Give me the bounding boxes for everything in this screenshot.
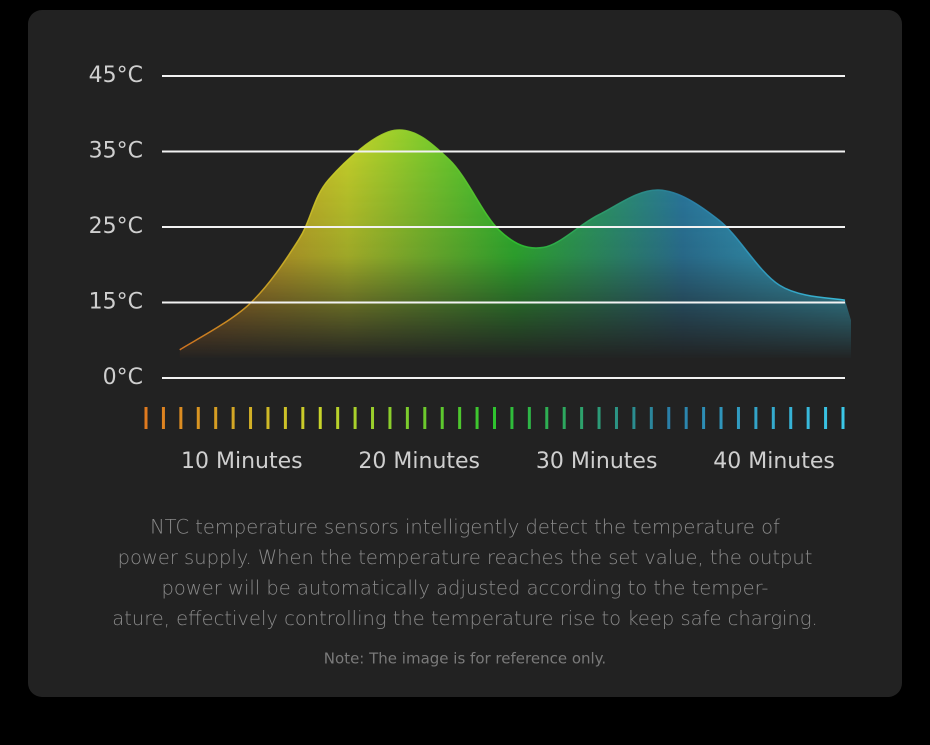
y-tick-label: 0°C xyxy=(103,365,143,390)
strip-tick xyxy=(371,407,375,429)
strip-tick xyxy=(632,407,636,429)
strip-tick xyxy=(527,407,531,429)
y-tick-label: 15°C xyxy=(89,290,143,315)
strip-tick xyxy=(405,407,409,429)
strip-tick xyxy=(580,407,584,429)
strip-tick xyxy=(771,407,775,429)
strip-tick xyxy=(597,407,601,429)
strip-tick xyxy=(144,407,148,429)
description-line: power will be automatically adjusted acc… xyxy=(162,577,769,600)
strip-tick xyxy=(161,407,165,429)
strip-tick xyxy=(440,407,444,429)
strip-tick xyxy=(214,407,218,429)
strip-tick xyxy=(423,407,427,429)
description-line: ature, effectively controlling the tempe… xyxy=(112,607,818,630)
strip-tick xyxy=(179,407,183,429)
strip-tick xyxy=(702,407,706,429)
strip-tick xyxy=(789,407,793,429)
strip-tick xyxy=(493,407,496,429)
strip-tick xyxy=(475,407,479,429)
strip-tick xyxy=(458,407,462,429)
strip-tick xyxy=(196,407,200,429)
x-tick-label: 10 Minutes xyxy=(181,449,303,474)
strip-tick xyxy=(249,407,253,429)
y-tick-label: 35°C xyxy=(89,139,143,164)
description-line: NTC temperature sensors intelligently de… xyxy=(150,516,780,539)
strip-tick xyxy=(353,407,357,429)
strip-tick xyxy=(754,407,758,429)
strip-tick xyxy=(231,407,235,429)
y-tick-label: 25°C xyxy=(89,214,143,239)
strip-tick xyxy=(841,407,845,429)
strip-tick xyxy=(318,407,322,429)
strip-tick xyxy=(649,407,653,429)
description-line: power supply. When the temperature reach… xyxy=(118,546,813,569)
x-tick-label: 20 Minutes xyxy=(358,449,480,474)
strip-tick xyxy=(301,407,305,429)
x-tick-label: 30 Minutes xyxy=(536,449,658,474)
strip-tick xyxy=(510,407,514,429)
strip-tick xyxy=(614,407,618,429)
strip-tick xyxy=(283,407,287,429)
strip-tick xyxy=(684,407,688,429)
strip-tick xyxy=(562,407,566,429)
strip-tick xyxy=(266,407,270,429)
strip-tick xyxy=(545,407,549,429)
x-tick-label: 40 Minutes xyxy=(713,449,835,474)
strip-tick xyxy=(388,407,392,429)
strip-tick xyxy=(667,407,671,429)
strip-tick xyxy=(806,407,810,429)
strip-tick xyxy=(336,407,340,429)
temperature-area xyxy=(179,129,852,358)
strip-tick xyxy=(824,407,828,429)
strip-tick xyxy=(719,407,723,429)
strip-tick xyxy=(736,407,740,429)
note: Note: The image is for reference only. xyxy=(324,650,606,668)
temperature-edge xyxy=(179,129,846,351)
y-tick-label: 45°C xyxy=(89,63,143,88)
